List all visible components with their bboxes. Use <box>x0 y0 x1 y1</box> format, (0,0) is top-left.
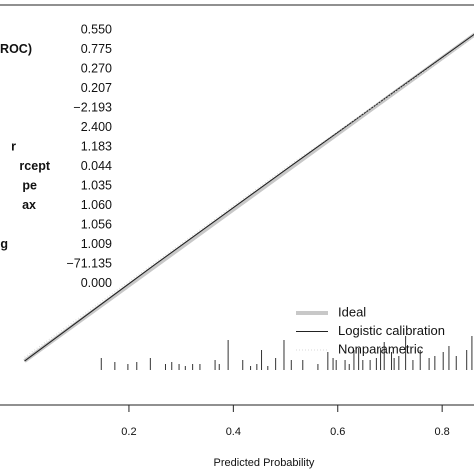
x-tick-label: 0.4 <box>226 426 241 438</box>
stat-value: 1.035 <box>81 178 112 192</box>
x-tick-label: 0.2 <box>121 426 136 438</box>
stat-label: ax <box>22 198 36 212</box>
x-tick-label: 0.6 <box>330 426 345 438</box>
stat-value: 1.060 <box>81 198 112 212</box>
stat-value: 1.009 <box>81 237 112 251</box>
stat-value: 0.000 <box>81 276 112 290</box>
stat-label: pe <box>22 178 37 192</box>
stat-value: 0.207 <box>81 81 112 95</box>
x-tick-label: 0.8 <box>435 426 450 438</box>
legend-label: Nonparametric <box>338 341 424 356</box>
stat-value: 0.550 <box>81 22 112 36</box>
stat-value: 1.183 <box>81 139 112 153</box>
stat-value: −71.135 <box>66 256 112 270</box>
stat-value: −2.193 <box>73 100 112 114</box>
stat-label: ROC) <box>0 42 32 56</box>
calibration-line <box>24 33 474 362</box>
stat-value: 0.044 <box>81 159 112 173</box>
plot-area <box>23 32 474 370</box>
stat-value: 2.400 <box>81 120 112 134</box>
stat-label: g <box>0 237 8 251</box>
stat-value: 1.056 <box>81 217 112 231</box>
stat-label: r <box>11 139 16 153</box>
x-axis-label: Predicted Probability <box>214 457 315 469</box>
calibration-line <box>24 35 474 358</box>
stat-label: rcept <box>19 159 50 173</box>
stat-value: 0.775 <box>81 42 112 56</box>
stat-value: 0.270 <box>81 61 112 75</box>
legend-label: Ideal <box>338 304 366 319</box>
legend-label: Logistic calibration <box>338 323 445 338</box>
